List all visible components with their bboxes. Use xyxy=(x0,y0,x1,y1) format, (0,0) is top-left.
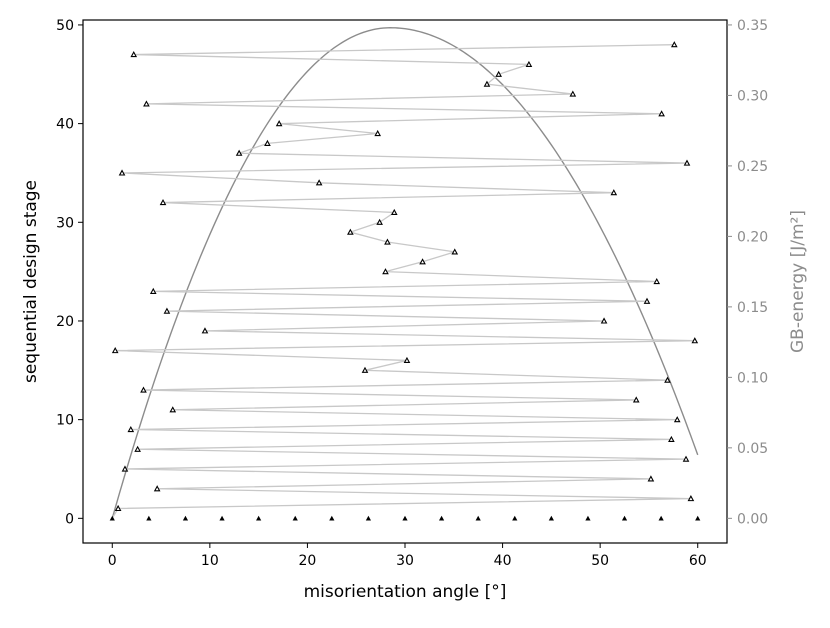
y2-tick-label: 0.10 xyxy=(737,370,768,386)
y2-axis-title: GB-energy [J/m²] xyxy=(788,210,808,353)
sequential-design-point xyxy=(632,396,640,403)
sequential-design-point xyxy=(159,198,167,206)
sequential-design-point xyxy=(673,416,681,423)
energy-curve-line xyxy=(111,27,699,519)
y-tick-label: 50 xyxy=(56,18,74,34)
sequential-design-point xyxy=(403,356,411,364)
sequential-design-point xyxy=(235,149,243,156)
y-tick-label: 20 xyxy=(56,314,74,330)
y-tick-label: 30 xyxy=(56,215,74,231)
initial-design-point xyxy=(475,515,481,521)
sequential-design-point xyxy=(153,485,161,492)
sequential-design-point xyxy=(130,50,138,58)
y-tick-label: 10 xyxy=(56,413,74,429)
sequential-design-point xyxy=(315,179,323,186)
x-tick-label: 40 xyxy=(494,553,512,569)
sequential-design-point xyxy=(682,455,690,462)
sequential-design-point xyxy=(143,100,150,107)
initial-design-point xyxy=(438,515,445,521)
initial-design-point xyxy=(695,515,701,521)
initial-design-point xyxy=(292,515,298,521)
x-axis-title: misorientation angle [°] xyxy=(304,582,507,602)
y2-tick-label: 0.35 xyxy=(737,18,768,34)
initial-design-point xyxy=(219,515,225,521)
sequential-design-point xyxy=(643,297,651,304)
sequential-design-point xyxy=(390,208,398,216)
initial-design-point xyxy=(621,515,628,521)
x-tick-label: 0 xyxy=(108,553,117,569)
sequential-design-point xyxy=(111,347,119,354)
sequential-design-point xyxy=(670,41,678,48)
y2-tick-label: 0.30 xyxy=(737,88,768,104)
sequential-design-point xyxy=(384,238,391,245)
sequential-design-point xyxy=(451,248,459,255)
sequential-design-point xyxy=(664,376,671,383)
x-tick-label: 50 xyxy=(591,553,609,569)
sequential-design-point xyxy=(419,258,426,265)
sequential-design-point xyxy=(691,337,699,344)
initial-design-point xyxy=(256,515,262,521)
y-axis-title: sequential design stage xyxy=(21,180,41,383)
sequential-design-point xyxy=(121,465,129,472)
y2-tick-label: 0.15 xyxy=(737,300,768,316)
sequential-design-point xyxy=(495,70,502,77)
sequential-design-point xyxy=(127,425,135,433)
initial-design-point xyxy=(146,515,152,521)
initial-design-point xyxy=(329,515,335,521)
x-tick-label: 60 xyxy=(689,553,707,569)
initial-design-point xyxy=(182,515,189,521)
sequential-design-point xyxy=(374,129,382,137)
initial-design-point xyxy=(658,515,664,521)
sequential-design-point xyxy=(169,406,177,413)
initial-design-point xyxy=(585,515,591,521)
sequential-design-point xyxy=(134,445,141,452)
x-axis-ticks: 0 10 20 30 40 50 60 xyxy=(108,543,707,569)
x-tick-label: 30 xyxy=(396,553,414,569)
sequential-design-point xyxy=(376,218,383,225)
sequential-path-layer xyxy=(111,44,695,519)
sequential-design-point xyxy=(600,317,608,324)
sequential-design-point xyxy=(483,80,491,87)
y2-tick-label: 0.00 xyxy=(737,511,768,527)
y2-tick-label: 0.25 xyxy=(737,159,768,175)
x-tick-label: 20 xyxy=(299,553,317,569)
y-tick-label: 40 xyxy=(56,117,74,133)
sequential-design-point xyxy=(647,475,655,482)
marker-layer xyxy=(109,41,701,521)
sequential-design-point xyxy=(264,139,271,146)
y2-tick-label: 0.05 xyxy=(737,441,768,457)
sequential-design-point xyxy=(687,495,695,502)
initial-design-point xyxy=(365,515,372,521)
sequential-design-point xyxy=(149,287,157,294)
initial-design-point xyxy=(109,515,115,521)
sequential-design-point xyxy=(275,120,283,127)
y2-tick-label: 0.20 xyxy=(737,229,768,245)
sequential-design-point xyxy=(347,228,354,235)
sequential-design-point xyxy=(163,307,171,314)
sequential-design-point xyxy=(361,366,369,373)
x-tick-label: 10 xyxy=(201,553,219,569)
sequential-design-point xyxy=(201,327,209,334)
sequential-design-point xyxy=(610,189,618,196)
sequential-design-point xyxy=(140,386,147,393)
sequential-design-point xyxy=(569,90,577,97)
energy-curve-layer xyxy=(111,27,699,519)
sequential-design-point xyxy=(653,277,661,285)
sequential-design-point xyxy=(114,504,122,512)
sequential-design-point xyxy=(683,159,691,166)
y-tick-label: 0 xyxy=(65,511,74,527)
initial-design-point xyxy=(402,515,408,521)
sequential-design-point xyxy=(668,435,675,442)
sequential-design-point xyxy=(525,60,533,67)
sequential-design-point xyxy=(118,169,126,176)
sequential-design-point xyxy=(382,268,389,275)
initial-design-point xyxy=(512,515,518,521)
sequential-path-line xyxy=(111,44,695,519)
sequential-design-point xyxy=(658,110,665,117)
initial-design-point xyxy=(548,515,554,521)
y2-axis-ticks: 0.00 0.05 0.10 0.15 0.20 0.25 0.30 0.35 xyxy=(727,18,768,527)
y-axis-ticks: 0 10 20 30 40 50 xyxy=(56,18,83,527)
